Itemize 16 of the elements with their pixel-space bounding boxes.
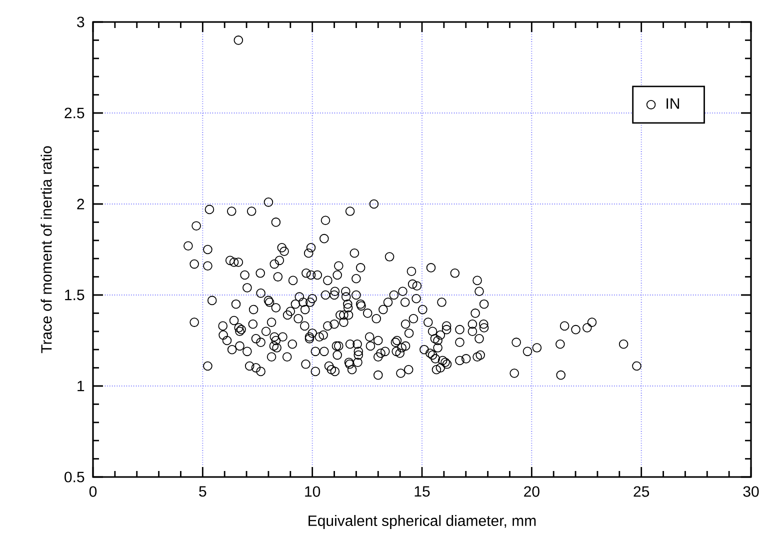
- y-tick-label: 2: [77, 198, 84, 210]
- x-axis-title: Equivalent spherical diameter, mm: [308, 515, 536, 529]
- y-tick-label: 1: [78, 380, 84, 392]
- x-tick-label: 0: [89, 486, 97, 497]
- legend-label: IN: [666, 98, 680, 109]
- x-tick-label: 10: [305, 486, 320, 497]
- y-tick-label: 2.5: [64, 108, 84, 118]
- x-tick-label: 5: [199, 486, 206, 497]
- y-tick-label: 1.5: [65, 290, 84, 300]
- y-tick-label: 3: [77, 16, 84, 28]
- y-tick-label: 0.5: [64, 472, 84, 482]
- x-tick-label: 20: [524, 486, 540, 497]
- x-tick-label: 25: [634, 486, 650, 497]
- y-axis-title: Trace of moment of inertia ratio: [40, 146, 52, 354]
- x-tick-label: 15: [414, 486, 430, 497]
- x-tick-label: 30: [743, 486, 759, 497]
